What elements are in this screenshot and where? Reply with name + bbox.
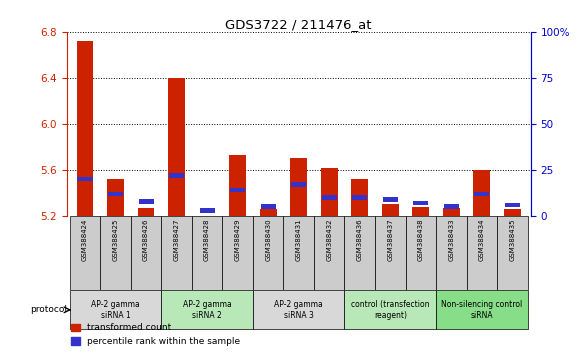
Bar bbox=[161, 290, 253, 329]
Bar bbox=[443, 208, 460, 216]
Bar bbox=[291, 182, 306, 187]
Bar bbox=[352, 195, 367, 200]
Bar bbox=[412, 207, 429, 216]
Text: GSM388424: GSM388424 bbox=[82, 218, 88, 261]
Bar bbox=[139, 199, 154, 204]
Bar bbox=[322, 195, 337, 200]
Bar bbox=[169, 173, 184, 178]
Bar bbox=[230, 188, 245, 193]
Text: AP-2 gamma
siRNA 3: AP-2 gamma siRNA 3 bbox=[274, 300, 323, 320]
Bar bbox=[253, 216, 284, 290]
Bar bbox=[291, 159, 307, 216]
Bar bbox=[78, 177, 93, 181]
Bar bbox=[405, 216, 436, 290]
Legend: transformed count, percentile rank within the sample: transformed count, percentile rank withi… bbox=[71, 324, 241, 346]
Text: GSM388430: GSM388430 bbox=[265, 218, 271, 261]
Bar bbox=[229, 155, 246, 216]
Bar bbox=[70, 290, 161, 329]
Title: GDS3722 / 211476_at: GDS3722 / 211476_at bbox=[226, 18, 372, 31]
Text: GSM388431: GSM388431 bbox=[296, 218, 302, 261]
Bar bbox=[131, 216, 161, 290]
Text: GSM388427: GSM388427 bbox=[173, 218, 180, 261]
Bar bbox=[382, 205, 398, 216]
Text: AP-2 gamma
siRNA 2: AP-2 gamma siRNA 2 bbox=[183, 300, 231, 320]
Bar bbox=[137, 208, 154, 216]
Bar bbox=[436, 290, 528, 329]
Text: GSM388428: GSM388428 bbox=[204, 218, 210, 261]
Bar bbox=[70, 216, 100, 290]
Bar bbox=[108, 192, 123, 196]
Bar bbox=[253, 290, 345, 329]
Bar bbox=[375, 216, 405, 290]
Bar bbox=[497, 216, 528, 290]
Bar bbox=[414, 201, 429, 205]
Text: GSM388435: GSM388435 bbox=[509, 218, 516, 261]
Text: GSM388425: GSM388425 bbox=[113, 218, 118, 261]
Text: control (transfection
reagent): control (transfection reagent) bbox=[351, 300, 430, 320]
Bar bbox=[436, 216, 466, 290]
Text: GSM388437: GSM388437 bbox=[387, 218, 393, 261]
Bar bbox=[473, 170, 490, 216]
Text: AP-2 gamma
siRNA 1: AP-2 gamma siRNA 1 bbox=[91, 300, 140, 320]
Bar bbox=[466, 216, 497, 290]
Bar bbox=[260, 209, 277, 216]
Bar bbox=[444, 204, 459, 209]
Bar bbox=[168, 78, 185, 216]
Text: GSM388432: GSM388432 bbox=[326, 218, 332, 261]
Bar bbox=[345, 216, 375, 290]
Text: GSM388429: GSM388429 bbox=[235, 218, 241, 261]
Bar bbox=[314, 216, 345, 290]
Text: Non-silencing control
siRNA: Non-silencing control siRNA bbox=[441, 300, 523, 320]
Bar bbox=[260, 204, 276, 209]
Bar bbox=[474, 192, 490, 196]
Bar bbox=[284, 216, 314, 290]
Bar bbox=[222, 216, 253, 290]
Bar bbox=[100, 216, 131, 290]
Text: protocol: protocol bbox=[30, 306, 67, 314]
Text: GSM388436: GSM388436 bbox=[357, 218, 362, 261]
Text: GSM388434: GSM388434 bbox=[479, 218, 485, 261]
Bar bbox=[351, 179, 368, 216]
Text: GSM388438: GSM388438 bbox=[418, 218, 424, 261]
Bar bbox=[200, 208, 215, 213]
Bar bbox=[161, 216, 192, 290]
Bar bbox=[504, 209, 521, 216]
Bar bbox=[505, 202, 520, 207]
Text: GSM388426: GSM388426 bbox=[143, 218, 149, 261]
Bar bbox=[321, 168, 338, 216]
Bar bbox=[345, 290, 436, 329]
Text: GSM388433: GSM388433 bbox=[448, 218, 454, 261]
Bar bbox=[77, 41, 93, 216]
Bar bbox=[192, 216, 222, 290]
Bar bbox=[383, 197, 398, 202]
Bar bbox=[107, 179, 124, 216]
